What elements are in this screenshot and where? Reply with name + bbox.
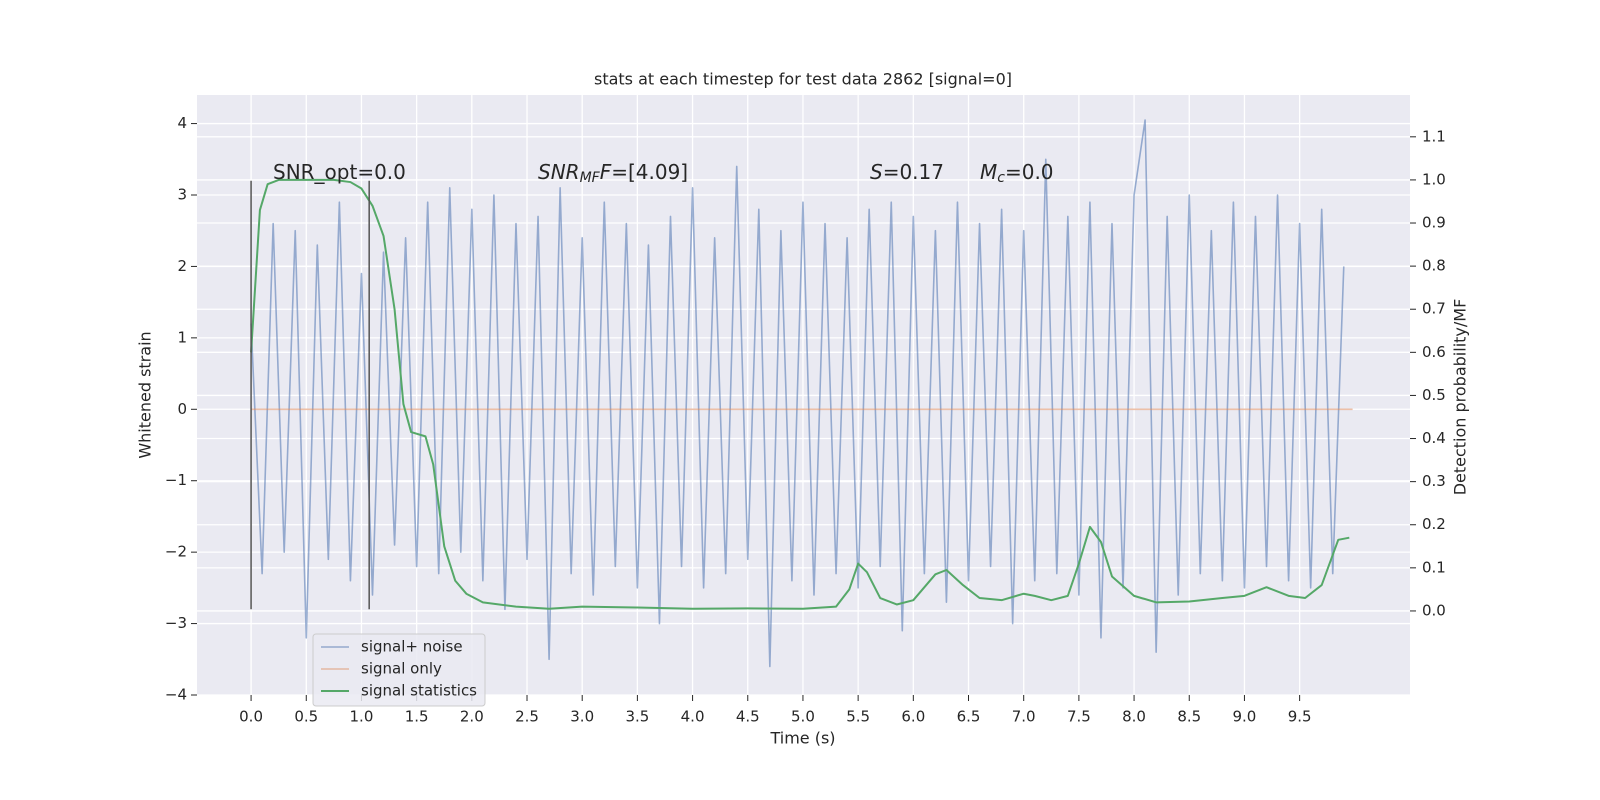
y-tick-label: 3 [177,186,187,204]
x-tick-label: 1.0 [350,708,374,726]
legend-label: signal only [361,660,442,678]
annotation-part: SNR_opt=0.0 [273,160,406,184]
y2-tick-label: 0.9 [1422,214,1446,232]
y2-tick-label: 0.2 [1422,515,1446,533]
y2-tick-label: 0.3 [1422,472,1446,490]
y2-axis-label: Detection probability/MF [1451,299,1470,496]
marks [250,119,1353,668]
axes: 0.0 0.5 1.0 1.5 2.0 2.5 3.0 3.5 4.0 4.5 5.0 5.5 6.0 6… [165,114,1446,725]
annotation-part: SNR [538,160,580,184]
x-tick-label: 8.0 [1122,708,1146,726]
x-tick-label: 0.0 [239,708,263,726]
x-tick-label: 6.0 [901,708,925,726]
x-tick-label: 6.5 [957,708,981,726]
y-tick-label: −1 [165,471,187,489]
y2-tick-label: 0.1 [1422,558,1446,576]
series-line [250,178,1350,610]
y2-tick-label: 0.4 [1422,429,1446,447]
x-tick-label: 8.5 [1177,708,1201,726]
annotation-part: M [980,160,997,184]
x-tick-label: 1.5 [405,708,429,726]
y2-tick-label: 1.1 [1422,127,1446,145]
y2-tick-label: 0.7 [1422,300,1446,318]
x-axis-label: Time (s) [769,729,835,748]
x-tick-label: 7.0 [1012,708,1036,726]
x-tick-label: 3.5 [625,708,649,726]
annotation: S=0.17 [870,160,944,184]
annotation-part: =[4.09] [611,160,688,184]
annotation-part: =0.17 [883,160,944,184]
y-tick-label: 1 [177,328,187,346]
x-tick-label: 2.0 [460,708,484,726]
x-tick-label: 5.0 [791,708,815,726]
y-tick-label: 0 [177,400,187,418]
y2-tick-label: 0.5 [1422,386,1446,404]
x-tick-label: 3.0 [570,708,594,726]
annotation: SNR_opt=0.0 [273,160,406,184]
legend-label: signal+ noise [361,638,463,656]
x-tick-label: 4.0 [681,708,705,726]
y-tick-label: −2 [165,543,187,561]
legend: signal+ noise signal only signal statistic… [312,633,486,707]
x-tick-label: 7.5 [1067,708,1091,726]
annotation: SNRMFF=[4.09] [538,160,688,187]
annotation: Mc=0.0 [980,160,1054,187]
legend-label: signal statistics [361,682,477,700]
y-tick-label: −3 [165,614,187,632]
x-tick-label: 5.5 [846,708,870,726]
y-axis-label: Whitened strain [136,331,155,458]
x-tick-label: 9.0 [1233,708,1257,726]
legend-box [312,633,486,707]
y2-tick-label: 0.8 [1422,257,1446,275]
annotation-part: =0.0 [1005,160,1054,184]
y2-tick-label: 0.0 [1422,601,1446,619]
y2-tick-label: 0.6 [1422,343,1446,361]
x-tick-label: 4.5 [736,708,760,726]
x-tick-label: 9.5 [1288,708,1312,726]
annotation-part: c [997,170,1005,186]
x-tick-label: 0.5 [294,708,318,726]
annotation-part: MF [580,170,601,186]
y2-tick-label: 1.0 [1422,170,1446,188]
y-tick-label: −4 [165,686,187,704]
annotation-part: F [600,160,612,184]
x-tick-label: 2.5 [515,708,539,726]
annotation-part: S [870,160,883,184]
y-tick-label: 2 [177,257,187,275]
chart-title: stats at each timestep for test data 286… [594,70,1012,89]
y-tick-label: 4 [177,114,187,132]
series-line [250,119,1345,668]
